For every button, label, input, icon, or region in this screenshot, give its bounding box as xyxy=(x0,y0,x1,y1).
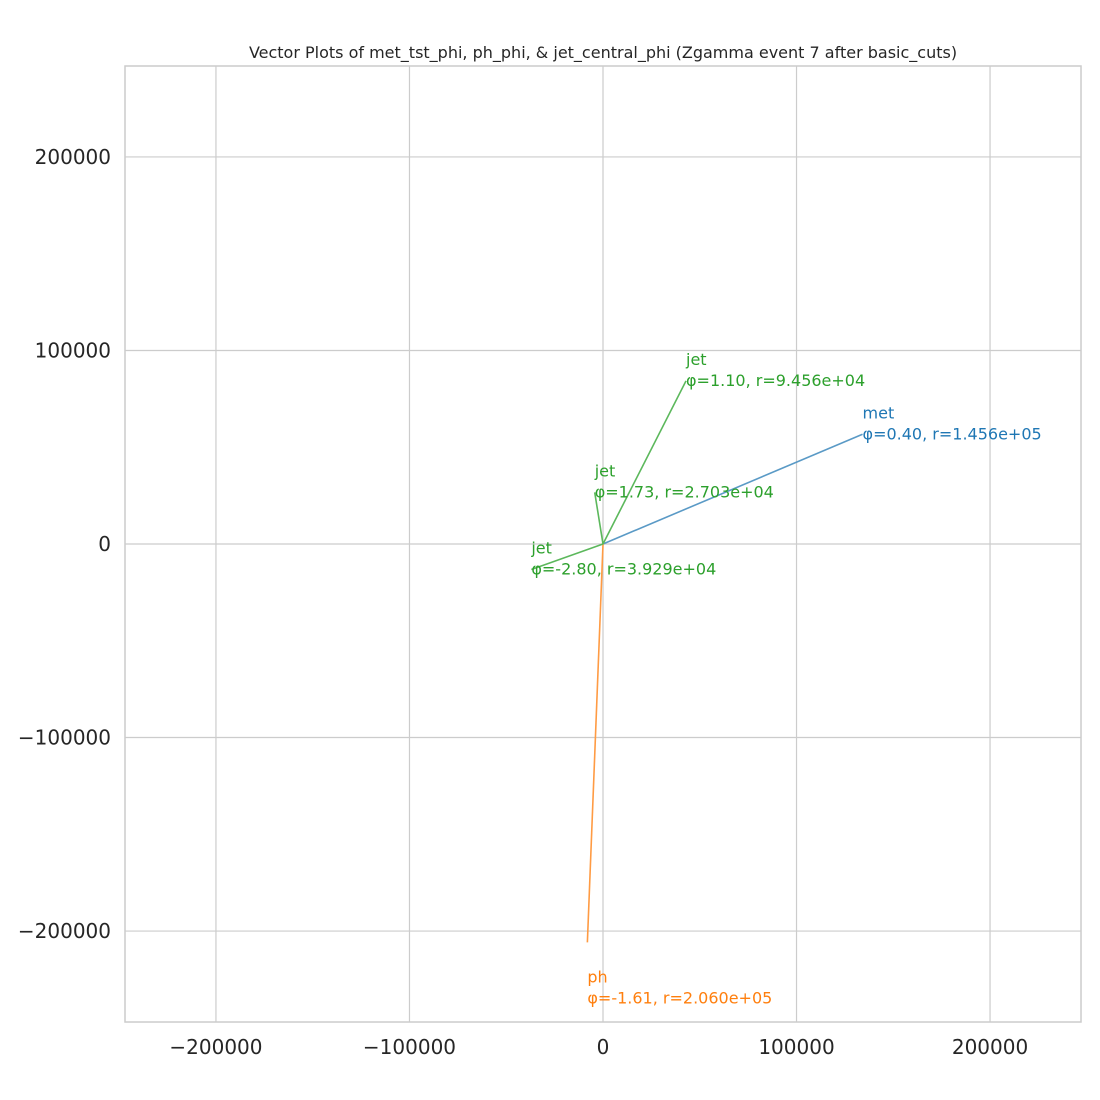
tick-labels: −200000 −100000 0 100000 200000 −200000 −10000… xyxy=(18,145,1028,1059)
vector-label-values: φ=1.10, r=9.456e+04 xyxy=(686,371,865,390)
x-tick-label: 0 xyxy=(597,1035,610,1059)
y-tick-label: −200000 xyxy=(18,919,111,943)
vector-label-values: φ=-2.80, r=3.929e+04 xyxy=(531,559,716,578)
vector-label-name: ph xyxy=(587,967,607,986)
y-tick-label: −100000 xyxy=(18,726,111,750)
vector-labels: met φ=0.40, r=1.456e+05 ph φ=-1.61, r=2.060… xyxy=(530,350,1041,1007)
vector-label-name: jet xyxy=(685,350,707,369)
x-tick-label: 200000 xyxy=(952,1035,1028,1059)
x-tick-label: 100000 xyxy=(758,1035,834,1059)
y-tick-label: 100000 xyxy=(35,338,111,362)
vector-label-name: jet xyxy=(594,461,616,480)
jet-vector xyxy=(531,543,604,571)
jet-vector xyxy=(593,492,604,545)
grid-lines xyxy=(125,66,1081,1022)
jet-vector-label: jet φ=-2.80, r=3.929e+04 xyxy=(530,538,716,578)
met-vector xyxy=(602,433,863,545)
ph-vector-label: ph φ=-1.61, r=2.060e+05 xyxy=(587,967,772,1007)
x-tick-label: −100000 xyxy=(363,1035,456,1059)
plot-frame xyxy=(124,65,1082,1023)
y-tick-label: 0 xyxy=(98,532,111,556)
jet-vector xyxy=(602,380,687,545)
vectors xyxy=(531,380,863,943)
y-tick-label: 200000 xyxy=(35,145,111,169)
chart-title: Vector Plots of met_tst_phi, ph_phi, & j… xyxy=(249,43,957,63)
vector-label-name: jet xyxy=(530,538,552,557)
x-tick-label: −200000 xyxy=(169,1035,262,1059)
jet-vector-label: jet φ=1.10, r=9.456e+04 xyxy=(685,350,865,390)
vector-label-values: φ=-1.61, r=2.060e+05 xyxy=(587,988,772,1007)
jet-vector-label: jet φ=1.73, r=2.703e+04 xyxy=(594,461,774,501)
ph-vector xyxy=(586,543,604,943)
vector-label-values: φ=1.73, r=2.703e+04 xyxy=(595,482,774,501)
vector-label-values: φ=0.40, r=1.456e+05 xyxy=(863,424,1042,443)
vector-label-name: met xyxy=(863,403,895,422)
met-vector-label: met φ=0.40, r=1.456e+05 xyxy=(863,403,1042,443)
